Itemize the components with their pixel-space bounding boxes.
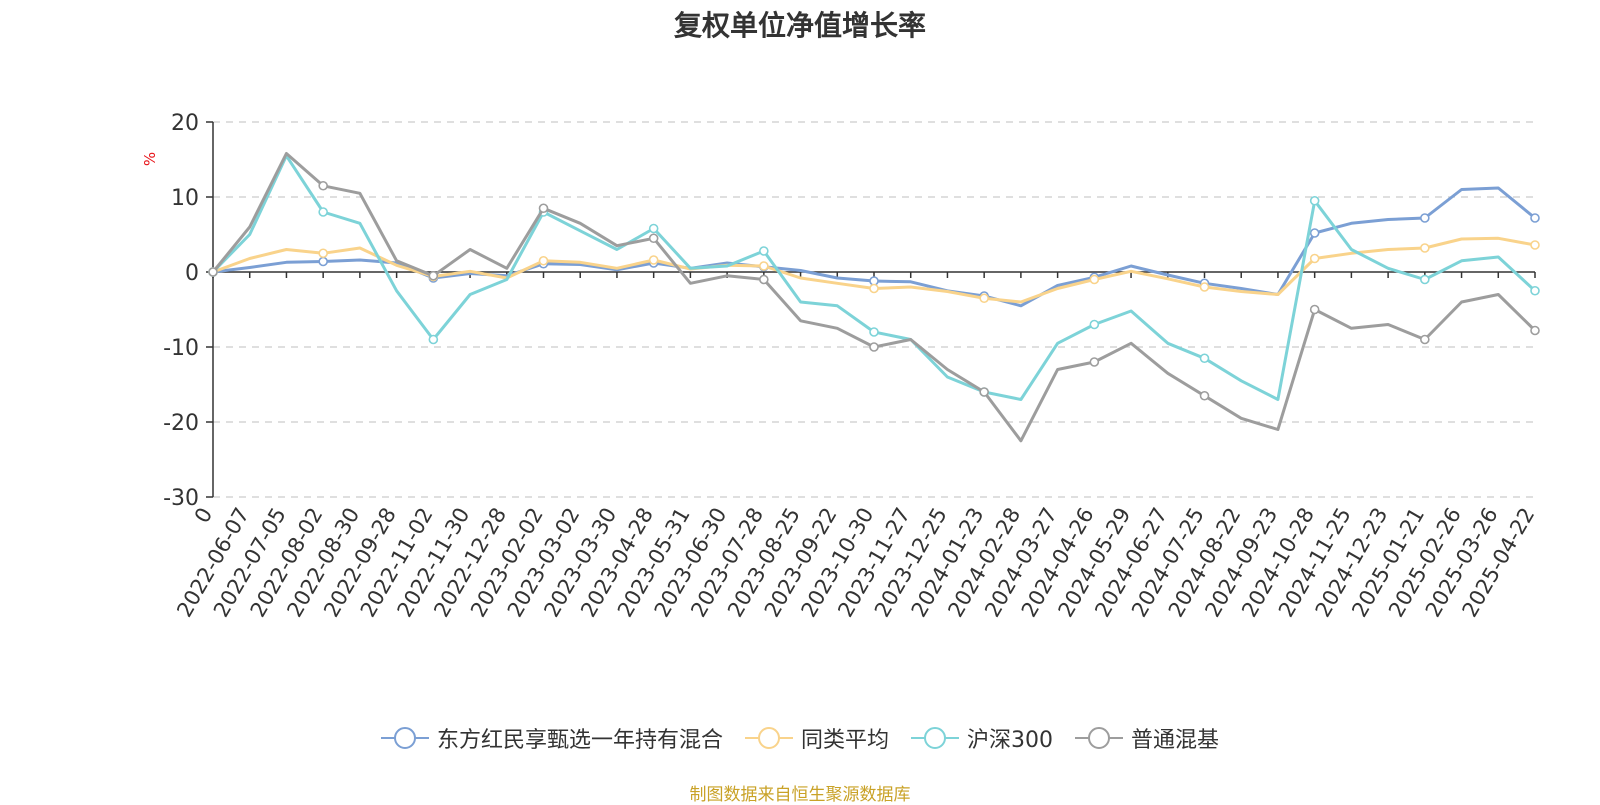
legend-label: 沪深300 [967,728,1053,753]
legend-marker-icon [911,727,959,749]
data-point [318,248,328,259]
legend-marker-icon [380,727,429,749]
data-point [318,207,328,217]
data-point [428,334,439,345]
data-point [1420,213,1430,223]
data-point [1530,325,1540,336]
data-point [318,180,328,191]
chart-title: 复权单位净值增长率 [673,9,926,42]
data-point [648,233,659,244]
data-point [869,283,879,294]
data-point [428,270,439,281]
data-point [979,293,989,304]
data-point [1530,285,1540,296]
legend-item[interactable]: 沪深300 [911,722,1053,754]
legend-marker-icon [1075,727,1123,749]
legend-label: 同类平均 [800,728,889,753]
data-point [1089,319,1100,330]
data-point [1420,274,1430,285]
legend-item[interactable]: 同类平均 [744,722,889,754]
data-point [1089,357,1100,367]
source-note: 制图数据来自恒生聚源数据库 [689,785,911,805]
data-point [869,342,879,352]
y-tick-label: -20 [163,411,199,436]
legend-item[interactable]: 东方红民享甄选一年持有混合 [380,722,723,754]
data-point [318,256,328,267]
y-tick-label: 20 [171,111,199,136]
legend-label: 普通混基 [1131,728,1220,753]
y-tick-label: 10 [171,186,199,211]
data-point [979,387,989,397]
data-point [1309,253,1320,264]
legend-label: 东方红民享甄选一年持有混合 [436,728,723,753]
data-point [648,255,659,265]
legend-marker-icon [744,727,793,749]
y-tick-label: -30 [163,486,199,511]
data-point [1199,282,1210,292]
data-point [1199,390,1210,401]
data-point [1420,243,1430,253]
data-point [538,203,549,214]
data-point [869,327,879,337]
data-point [1309,228,1320,238]
data-point [1199,353,1210,364]
data-point [648,223,659,234]
data-point [759,246,769,256]
data-point [759,261,769,271]
legend-item[interactable]: 普通混基 [1075,722,1219,754]
legend: 东方红民享甄选一年持有混合 同类平均 沪深300 普通混基 [0,722,1600,754]
data-point [1530,240,1540,250]
data-point [759,274,769,285]
data-point [538,255,549,266]
x-tick-label: 0 [190,504,217,528]
y-tick-label: -10 [163,336,199,361]
data-point [1089,274,1100,285]
data-point [1309,195,1320,206]
data-point [1309,304,1320,315]
data-point [1420,334,1430,345]
data-point [1530,213,1540,223]
data-point [208,267,218,277]
y-tick-label: 0 [185,261,199,286]
